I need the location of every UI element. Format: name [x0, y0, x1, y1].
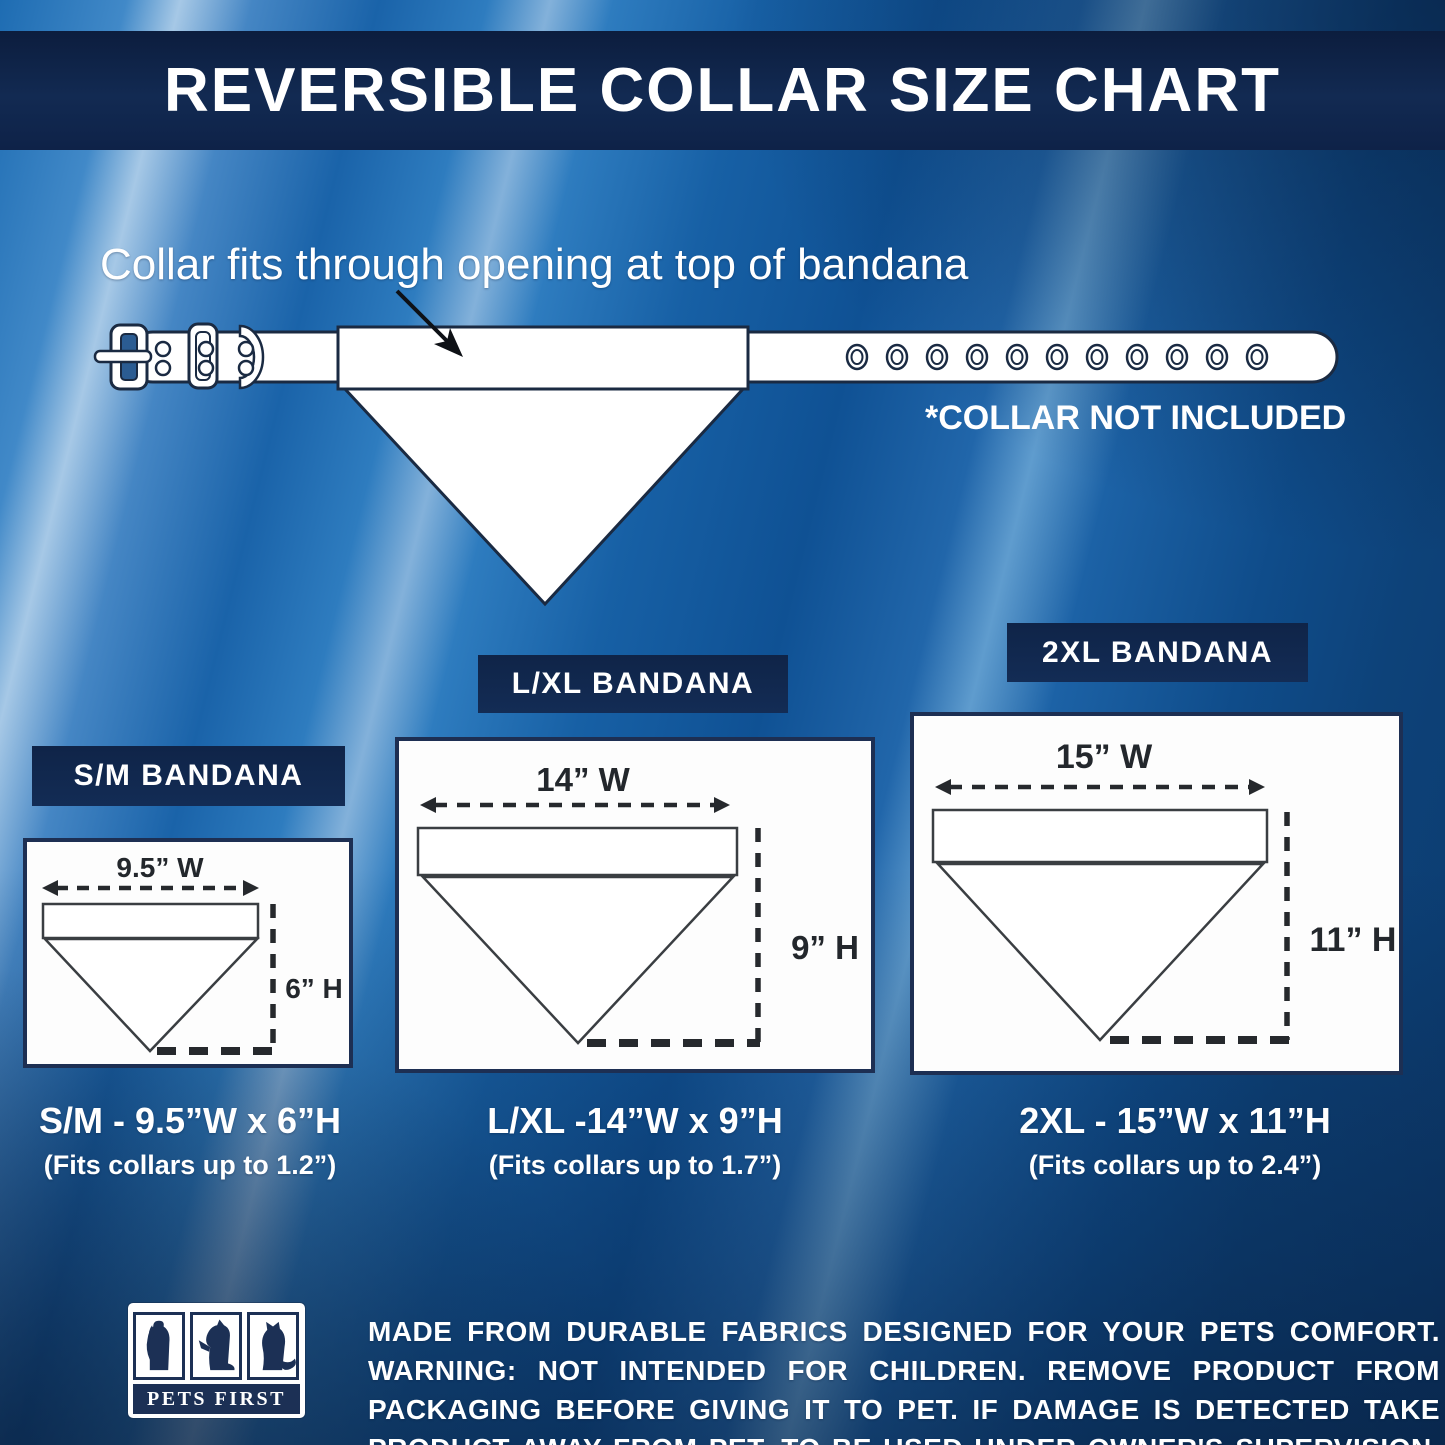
buckle-holes — [154, 340, 255, 377]
panel-label-sm-text: S/M BANDANA — [73, 759, 304, 792]
dog-silhouette-icon — [262, 1321, 296, 1371]
size-caption-lxl: L/XL -14”W x 9”H — [487, 1100, 783, 1141]
buckle — [93, 323, 153, 391]
height-dimension-label-lxl: 9” H — [791, 929, 859, 966]
disclaimer-line: MADE FROM DURABLE FABRICS DESIGNED FOR Y… — [368, 1316, 1440, 1347]
panel-label-2xl-text: 2XL BANDANA — [1042, 635, 1273, 669]
hero-caption: Collar fits through opening at top of ba… — [100, 240, 969, 289]
size-panel-sm: 9.5” W 6” H — [23, 838, 353, 1068]
panel-label-lxl: L/XL BANDANA — [478, 655, 788, 713]
size-diagram-sm — [41, 880, 276, 1055]
width-dimension-label-2xl: 15” W — [1055, 738, 1153, 776]
size-panel-2xl: 15” W 11” H — [910, 712, 1403, 1075]
bandana-triangle — [341, 387, 747, 607]
collar-eyelets — [845, 343, 1269, 371]
disclaimer-line: WARNING: NOT INTENDED FOR CHILDREN. REMO… — [368, 1355, 1440, 1386]
logo-dog-frame-3 — [247, 1312, 299, 1380]
width-dimension-label-lxl: 14” W — [536, 761, 630, 798]
dog-silhouette-icon — [198, 1319, 235, 1371]
buckle-pin — [93, 349, 153, 364]
pointer-arrow — [395, 289, 463, 357]
width-dimension-label-sm: 9.5” W — [116, 852, 204, 883]
panel-label-sm: S/M BANDANA — [32, 746, 345, 806]
bandana-band — [336, 325, 750, 391]
disclaimer-line: PRODUCT AWAY FROM PET. TO BE USED UNDER … — [368, 1429, 1440, 1445]
fits-caption-2xl: (Fits collars up to 2.4”) — [1028, 1150, 1322, 1180]
logo-wordmark: PETS FIRST — [147, 1387, 286, 1410]
panel-label-2xl: 2XL BANDANA — [1007, 623, 1308, 682]
size-diagram-2xl — [931, 779, 1290, 1044]
collar-note: *COLLAR NOT INCLUDED — [925, 399, 1347, 437]
height-dimension-label-2xl: 11” H — [1309, 921, 1397, 959]
logo-dog-frame-1 — [133, 1312, 185, 1380]
header-banner: REVERSIBLE COLLAR SIZE CHART — [0, 31, 1445, 150]
size-diagram-lxl — [416, 797, 761, 1047]
logo-wordmark-bar: PETS FIRST — [133, 1384, 300, 1414]
collar-illustration — [93, 289, 1339, 607]
disclaimer-line: PACKAGING BEFORE GIVING IT TO PET. IF DA… — [368, 1394, 1440, 1425]
fits-caption-sm: (Fits collars up to 1.2”) — [43, 1150, 337, 1180]
brand-logo: PETS FIRST — [128, 1303, 305, 1418]
fits-caption-lxl: (Fits collars up to 1.7”) — [488, 1150, 782, 1180]
size-panel-lxl: 14” W 9” H — [395, 737, 875, 1073]
size-caption-sm: S/M - 9.5”W x 6”H — [38, 1100, 342, 1141]
height-dimension-label-sm: 6” H — [285, 973, 343, 1004]
page-title: REVERSIBLE COLLAR SIZE CHART — [164, 56, 1281, 125]
logo-dog-frame-2 — [190, 1312, 242, 1380]
disclaimer-text: MADE FROM DURABLE FABRICS DESIGNED FOR Y… — [368, 1312, 1440, 1445]
size-caption-2xl: 2XL - 15”W x 11”H — [1019, 1100, 1331, 1141]
dog-silhouette-icon — [146, 1320, 170, 1371]
panel-label-lxl-text: L/XL BANDANA — [511, 667, 755, 700]
